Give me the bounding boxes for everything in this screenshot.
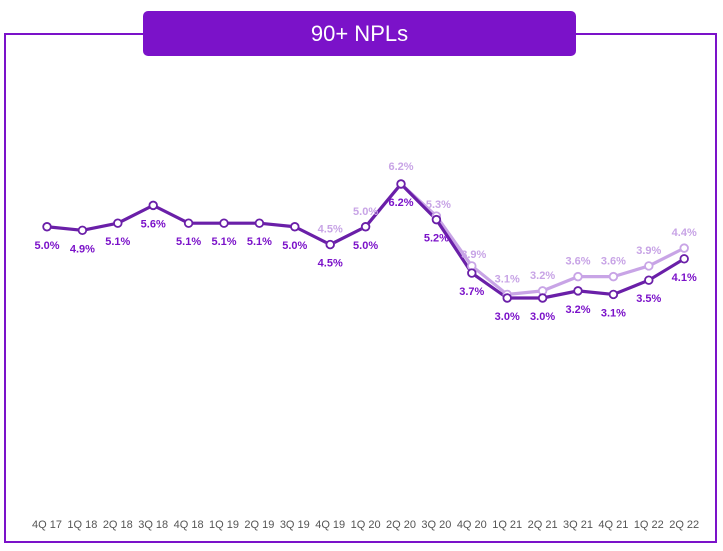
series-dark-data-label: 5.2%: [424, 233, 449, 245]
series-dark-point: [360, 222, 371, 232]
x-tick-label: 4Q 20: [457, 519, 487, 531]
series-dark-data-label: 5.1%: [211, 236, 236, 248]
series-dark-point: [608, 289, 619, 300]
series-dark-data-label: 5.0%: [282, 240, 307, 252]
x-tick-label: 1Q 22: [634, 519, 664, 531]
series-dark-point: [148, 200, 158, 211]
series-dark-data-label: 3.1%: [601, 307, 626, 319]
x-tick-label: 3Q 19: [280, 519, 310, 531]
x-tick-label: 2Q 20: [386, 519, 416, 531]
series-dark-point: [290, 222, 300, 232]
series-dark-point: [573, 286, 583, 296]
series-dark-data-label: 3.0%: [495, 311, 520, 323]
series-dark-data-label: 3.7%: [459, 286, 484, 298]
series-light-data-label: 3.9%: [461, 249, 486, 261]
series-light-point: [573, 271, 583, 282]
series-dark-data-label: 4.9%: [70, 243, 95, 255]
x-tick-label: 2Q 21: [528, 519, 558, 531]
series-light-data-label: 5.3%: [426, 199, 451, 211]
series-dark-point: [42, 222, 52, 232]
x-tick-label: 1Q 19: [209, 519, 239, 531]
series-light-point: [644, 261, 654, 271]
series-light-data-label: 3.6%: [565, 256, 590, 268]
series-dark-point: [77, 225, 88, 236]
series-dark-point: [644, 275, 654, 285]
series-dark-point: [113, 218, 123, 228]
series-dark-data-label: 4.1%: [672, 272, 697, 284]
series-dark-data-label: 5.0%: [353, 240, 378, 252]
x-tick-label: 4Q 19: [315, 519, 345, 531]
series-dark-point: [537, 293, 548, 303]
series-light-data-label: 5.0%: [353, 206, 378, 218]
series-dark-data-label: 5.6%: [141, 218, 166, 230]
series-light-point: [679, 243, 689, 253]
x-tick-label: 1Q 21: [492, 519, 522, 531]
x-tick-label: 3Q 18: [138, 519, 168, 531]
series-dark-point: [219, 218, 229, 228]
series-dark-data-label: 5.1%: [105, 236, 130, 248]
series-light-data-label: 4.4%: [672, 227, 697, 239]
series-dark-point: [679, 254, 689, 264]
x-tick-label: 2Q 22: [669, 519, 699, 531]
series-dark-point: [325, 239, 335, 250]
x-tick-label: 3Q 21: [563, 519, 593, 531]
series-light-point: [608, 271, 619, 282]
x-tick-label: 4Q 21: [598, 519, 628, 531]
x-tick-label: 4Q 18: [174, 519, 204, 531]
series-dark-point: [467, 268, 477, 278]
series-light-data-label: 6.2%: [388, 161, 413, 173]
series-dark-data-label: 3.2%: [565, 304, 590, 316]
series-dark-data-label: 4.5%: [318, 258, 343, 270]
series-light-data-label: 3.6%: [601, 256, 626, 268]
series-dark-point: [183, 218, 194, 228]
x-tick-label: 1Q 18: [67, 519, 97, 531]
series-dark-data-label: 6.2%: [388, 197, 413, 209]
series-dark-point: [431, 214, 442, 225]
series-dark-point: [502, 293, 512, 303]
x-tick-label: 1Q 20: [351, 519, 381, 531]
x-tick-label: 3Q 20: [421, 519, 451, 531]
series-dark-point: [254, 218, 265, 228]
series-dark-data-label: 5.0%: [34, 240, 59, 252]
series-dark-data-label: 3.5%: [636, 293, 661, 305]
chart-title: 90+ NPLs: [143, 11, 576, 56]
series-dark-data-label: 5.1%: [176, 236, 201, 248]
x-tick-label: 4Q 17: [32, 519, 62, 531]
x-tick-label: 2Q 19: [244, 519, 274, 531]
series-light-data-label: 3.2%: [530, 270, 555, 282]
series-light-data-label: 3.1%: [495, 273, 520, 285]
series-light-data-label: 4.5%: [318, 224, 343, 236]
series-light-data-label: 3.9%: [636, 245, 661, 257]
x-tick-label: 2Q 18: [103, 519, 133, 531]
series-dark-data-label: 3.0%: [530, 311, 555, 323]
series-dark-data-label: 5.1%: [247, 236, 272, 248]
series-dark-point: [396, 179, 406, 189]
